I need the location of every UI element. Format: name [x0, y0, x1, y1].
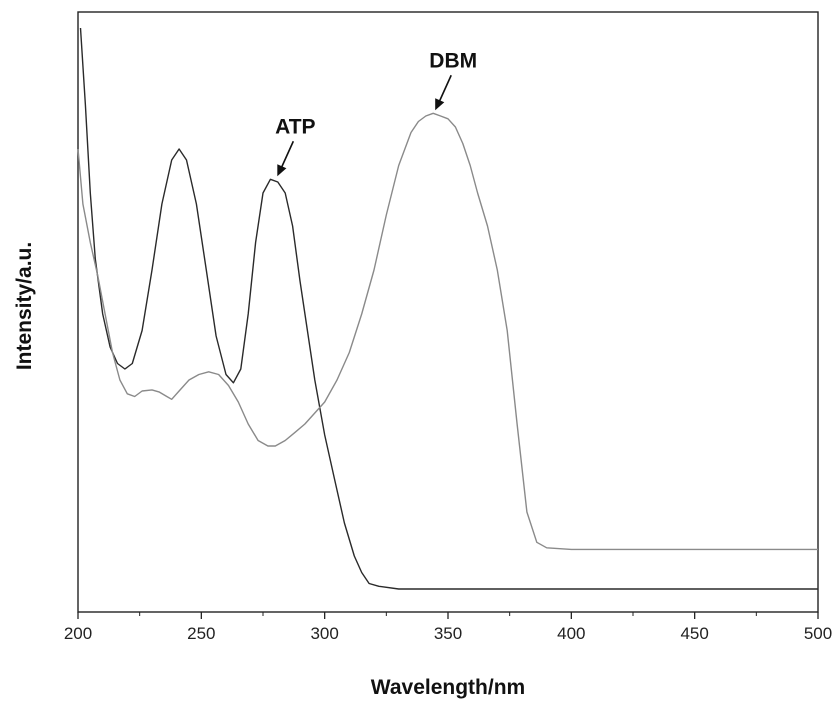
annotation-label-atp: ATP — [275, 115, 315, 138]
x-tick-label: 200 — [64, 624, 92, 643]
y-axis-label: Intensity/a.u. — [13, 242, 36, 370]
x-tick-label: 300 — [310, 624, 338, 643]
series-line-dbm — [77, 112, 818, 551]
x-tick-label: 400 — [557, 624, 585, 643]
annotation-label-dbm: DBM — [429, 49, 477, 72]
x-axis-ticks: 200 250 300 350 400 450 500 — [64, 612, 832, 643]
series-line-atp — [79, 27, 818, 590]
plot-area-border — [77, 11, 819, 613]
x-tick-label: 500 — [804, 624, 832, 643]
x-tick-label: 250 — [187, 624, 215, 643]
annotation-layer: ATP DBM — [275, 49, 477, 177]
series-layer — [77, 27, 818, 590]
x-axis-label: Wavelength/nm — [371, 676, 525, 699]
annotation-arrowhead — [277, 164, 287, 177]
plot-frame — [77, 11, 819, 613]
annotation-arrowhead — [435, 98, 445, 111]
x-tick-label: 350 — [434, 624, 462, 643]
x-tick-label: 450 — [680, 624, 708, 643]
